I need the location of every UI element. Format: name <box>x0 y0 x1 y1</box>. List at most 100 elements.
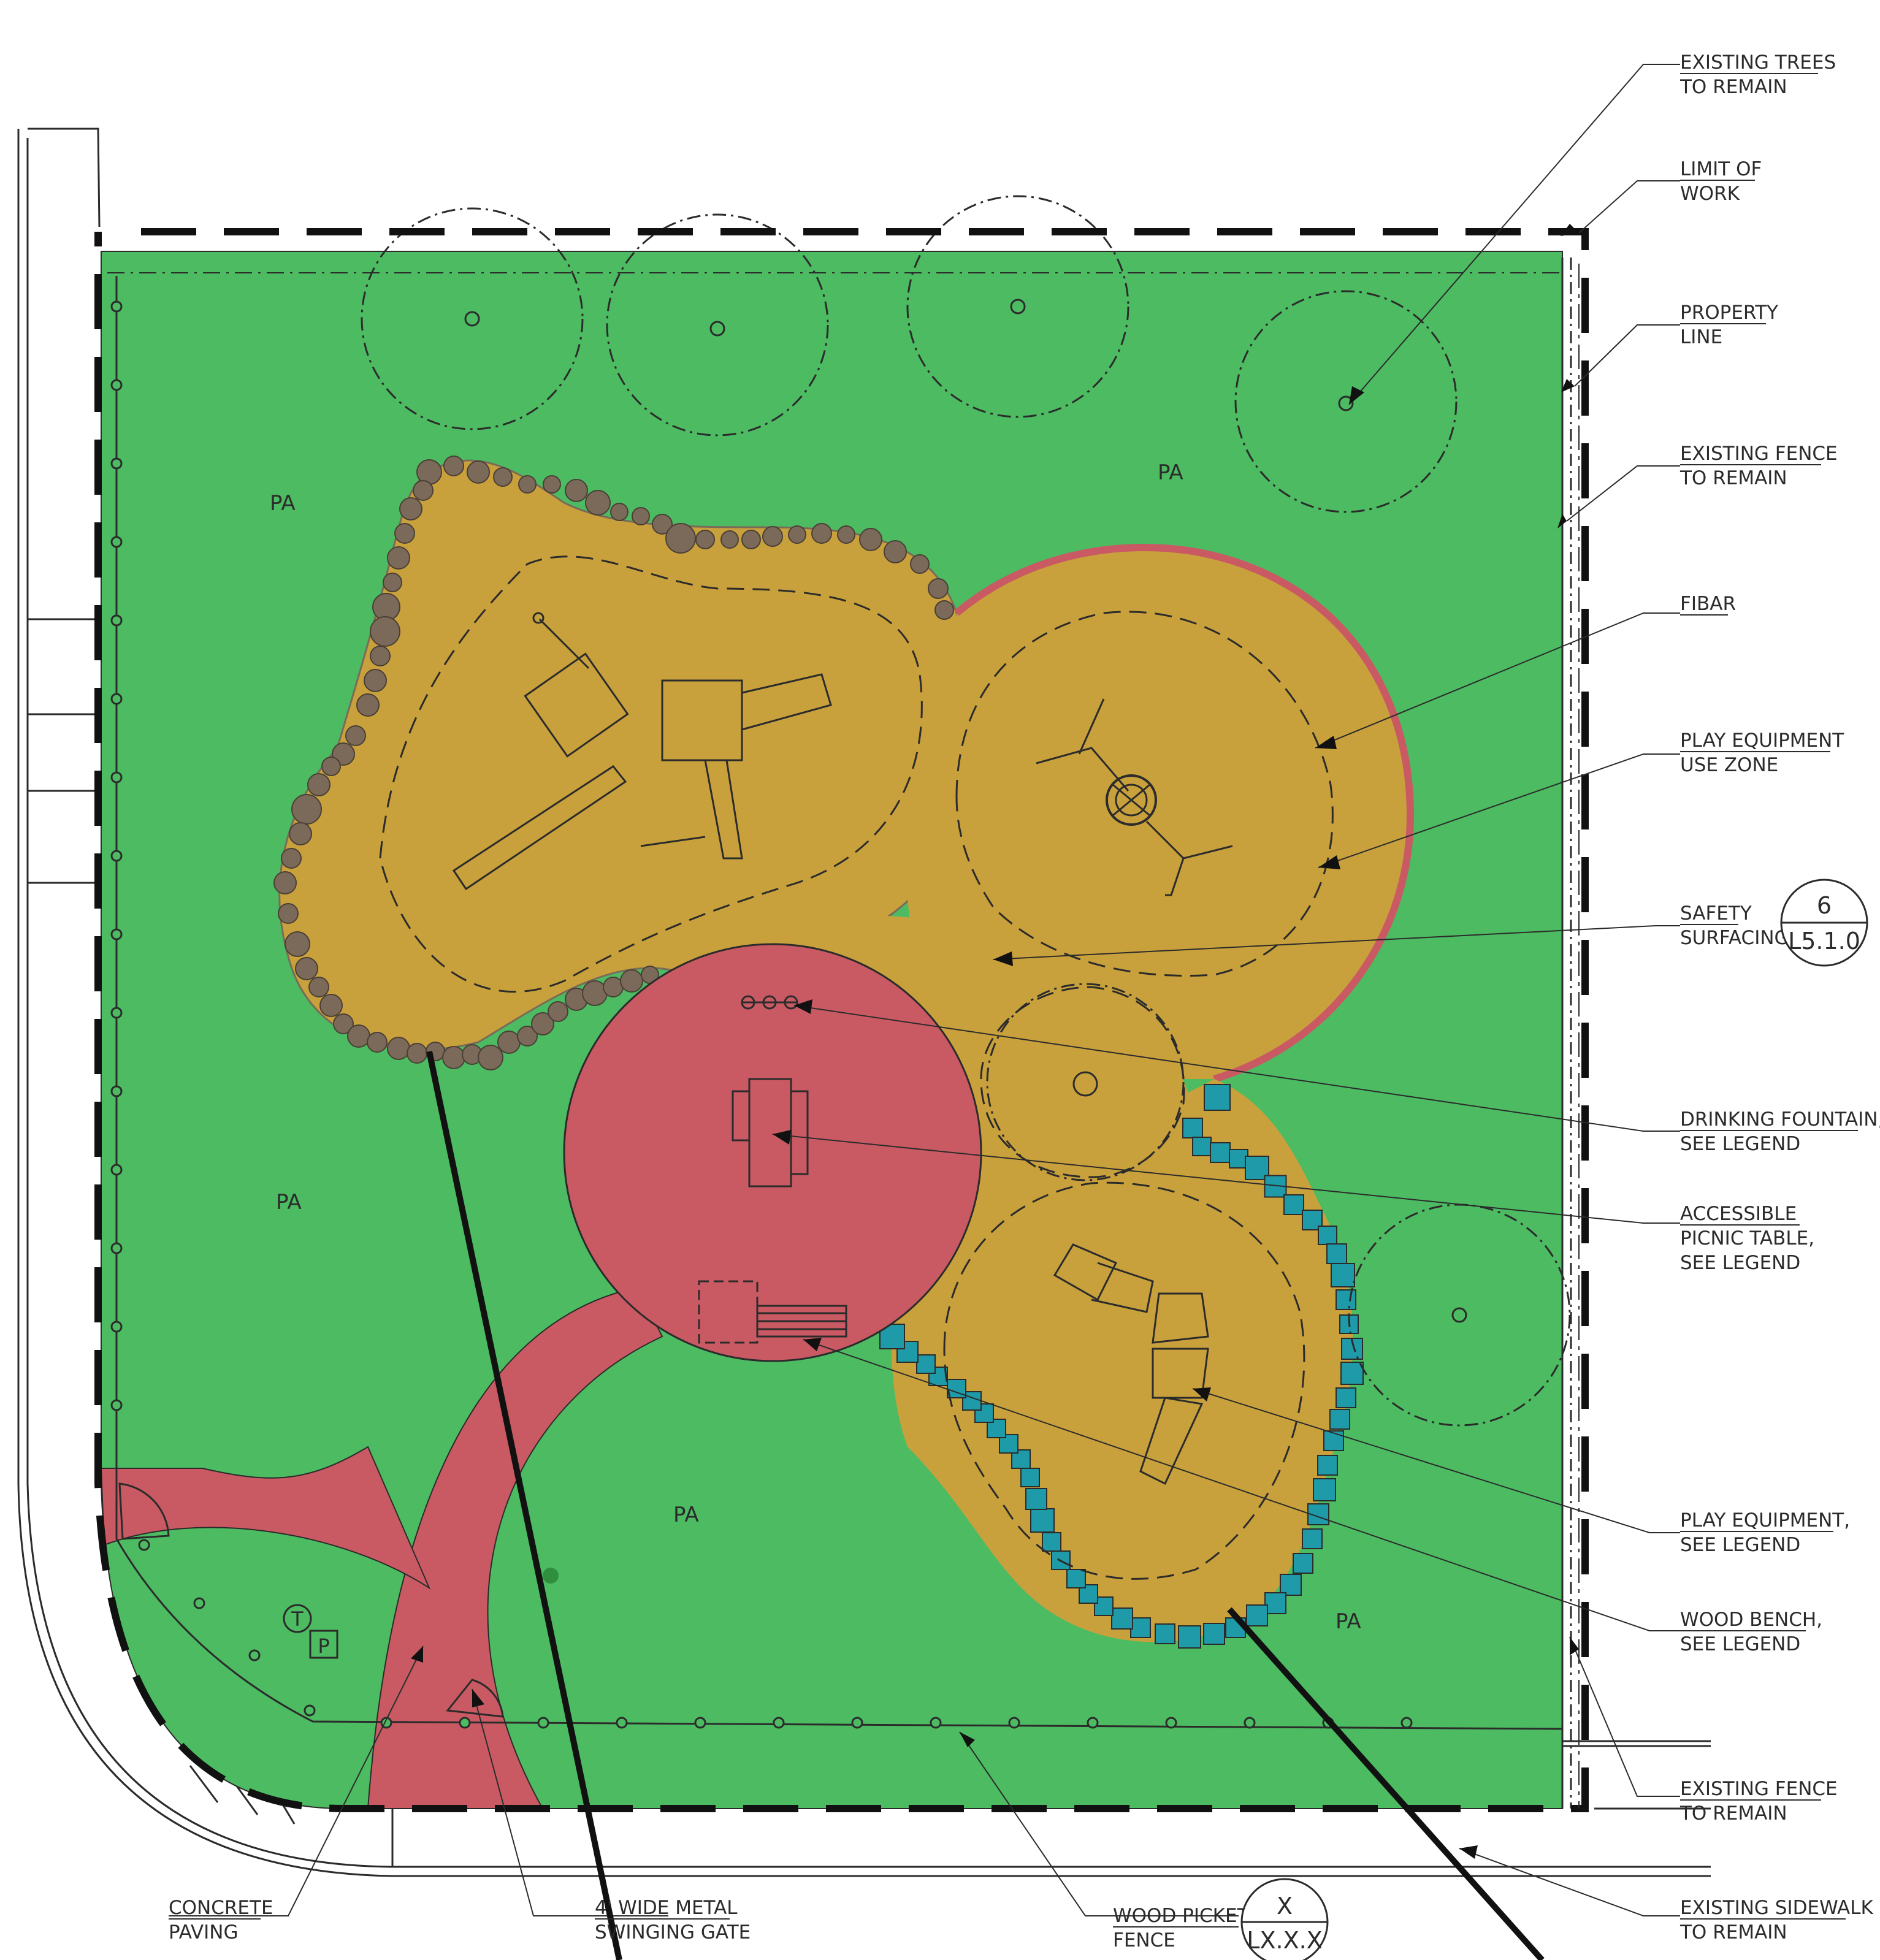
fence-post <box>110 300 123 313</box>
callout-play-equipment-line1: PLAY EQUIPMENT, <box>1680 1509 1850 1531</box>
boulder <box>585 490 611 516</box>
fence-post <box>110 850 123 862</box>
boulder <box>333 1013 354 1034</box>
boulder <box>281 848 302 869</box>
callout-existing-fence2-line2: TO REMAIN <box>1679 1802 1787 1825</box>
callout-metal-gate-line1: 4' WIDE METAL <box>595 1897 738 1919</box>
area-labels: PA PA PA PA PA <box>270 460 1361 1634</box>
heavy-callout-lines <box>426 1050 1545 1960</box>
fence-post <box>110 457 123 470</box>
callout-wood-picket-fence-line2: FENCE <box>1113 1929 1175 1951</box>
callout-texts: EXISTING TREES TO REMAIN LIMIT OF WORK P… <box>169 51 1880 1951</box>
edge-block <box>1329 1409 1350 1430</box>
callout-property-line-line1: PROPERTY <box>1680 302 1778 324</box>
callout-picnic-table-line2: PICNIC TABLE, <box>1680 1227 1814 1249</box>
callout-safety-surfacing-line2: SURFACING <box>1680 927 1789 949</box>
edge-block <box>1280 1574 1302 1596</box>
fence-post <box>110 379 123 391</box>
boulder <box>387 1037 410 1060</box>
edge-block <box>1326 1243 1347 1264</box>
detail-number: 6 <box>1817 892 1832 919</box>
fence-post <box>110 1242 123 1254</box>
detail-sheet: LX.X.X <box>1247 1927 1322 1954</box>
wood-bench-symbol <box>698 1280 847 1344</box>
callout-play-equipment-line2: SEE LEGEND <box>1680 1534 1800 1556</box>
fence-post <box>110 928 123 940</box>
green-dot <box>543 1568 559 1584</box>
area-label-pa: PA <box>1158 460 1183 485</box>
edge-block <box>1341 1338 1363 1360</box>
edge-block <box>1210 1142 1231 1163</box>
edge-block <box>1323 1430 1344 1451</box>
fence-post <box>616 1717 628 1729</box>
telephone-letter: T <box>291 1607 304 1631</box>
boulder <box>394 523 415 544</box>
boulder <box>518 475 537 494</box>
boulder <box>345 725 366 746</box>
fibar-zone-northeast <box>908 544 1415 1083</box>
drinking-fountain-symbol <box>741 995 798 1010</box>
boulder <box>370 616 400 647</box>
area-label-pa: PA <box>673 1503 699 1527</box>
callout-concrete-paving-line2: PAVING <box>169 1921 239 1943</box>
edge-block <box>1192 1137 1212 1156</box>
play-structure-west <box>452 612 832 891</box>
boulder <box>278 903 299 924</box>
boulder <box>387 546 410 570</box>
edge-block <box>1283 1194 1304 1215</box>
edge-block <box>1020 1468 1040 1487</box>
fence-post <box>1165 1717 1177 1729</box>
callout-existing-trees-line2: TO REMAIN <box>1679 76 1787 98</box>
callout-wood-bench-line1: WOOD BENCH, <box>1680 1609 1822 1631</box>
callout-existing-fence-line2: TO REMAIN <box>1679 467 1787 489</box>
boulder <box>319 994 343 1017</box>
boulder <box>321 757 341 776</box>
boulder <box>788 525 806 544</box>
boulder <box>356 693 380 717</box>
tree-trunks <box>464 299 1467 1323</box>
boulder <box>517 1026 538 1047</box>
fence-post <box>110 771 123 784</box>
boulder <box>665 523 696 554</box>
boulder <box>910 554 930 574</box>
fence-post <box>930 1717 942 1729</box>
boulder <box>308 977 329 997</box>
edge-block <box>1313 1478 1336 1501</box>
fence-post <box>110 1007 123 1019</box>
fence-post <box>193 1597 205 1609</box>
callout-existing-sidewalk-line2: TO REMAIN <box>1679 1921 1787 1943</box>
boulder <box>695 530 715 549</box>
edge-block <box>1331 1263 1355 1287</box>
boulder <box>407 1043 427 1064</box>
edge-block <box>1204 1084 1231 1111</box>
callout-use-zone-line2: USE ZONE <box>1680 754 1778 776</box>
existing-fence-east <box>1561 257 1572 1809</box>
edge-block <box>1340 1362 1364 1385</box>
callout-use-zone-line1: PLAY EQUIPMENT <box>1680 730 1844 752</box>
fence-post <box>110 1085 123 1097</box>
boulder <box>442 1046 465 1069</box>
telephone-symbol <box>283 1604 312 1633</box>
boulder <box>289 822 312 845</box>
callout-property-line-line2: LINE <box>1680 326 1722 348</box>
boulder <box>497 1031 521 1054</box>
edge-block <box>1246 1604 1268 1626</box>
wood-picket-fence <box>107 272 1563 1730</box>
boulder <box>548 1001 568 1022</box>
edge-block <box>1182 1118 1203 1138</box>
concrete-path <box>101 1286 663 1809</box>
callout-existing-fence-line1: EXISTING FENCE <box>1680 443 1838 465</box>
edge-block <box>1025 1488 1047 1510</box>
parking-letter: P <box>318 1634 329 1658</box>
area-label-pa: PA <box>270 491 296 516</box>
callout-underlines <box>169 73 1858 1928</box>
boulder <box>884 540 907 563</box>
fence-post <box>110 1321 123 1333</box>
play-structure-northeast <box>1036 698 1233 896</box>
fence-post <box>1400 1717 1413 1729</box>
edge-block <box>1318 1226 1337 1245</box>
boulder <box>370 646 391 666</box>
callout-metal-gate-line2: SWINGING GATE <box>595 1921 751 1943</box>
callout-drinking-fountain-line2: SEE LEGEND <box>1680 1133 1800 1155</box>
